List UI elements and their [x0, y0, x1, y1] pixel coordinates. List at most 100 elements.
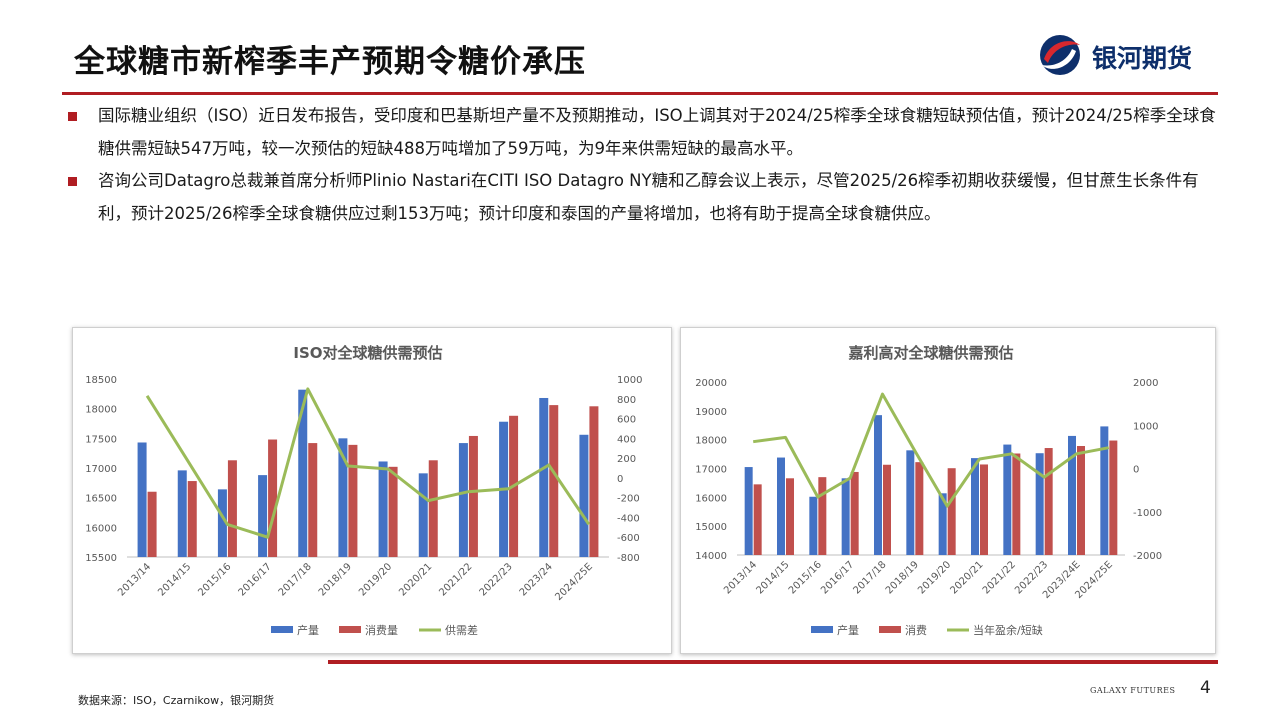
- x-tick-label: 2013/14: [116, 561, 153, 598]
- production-bar: [971, 458, 979, 555]
- production-bar: [579, 434, 589, 557]
- y-right-tick-label: 2000: [1133, 378, 1158, 389]
- x-tick-label: 2023/24: [518, 561, 555, 598]
- consumption-bar: [227, 460, 237, 557]
- consumption-bar: [980, 464, 988, 555]
- x-tick-label: 2013/14: [722, 559, 759, 596]
- y-right-tick-label: -2000: [1133, 551, 1162, 562]
- production-bar: [338, 438, 348, 557]
- legend-label: 消费量: [365, 623, 398, 637]
- bullet-text: 国际糖业组织（ISO）近日发布报告，受印度和巴基斯坦产量不及预期推动，ISO上调…: [98, 106, 1216, 158]
- logo-text: 银河期货: [1092, 44, 1193, 73]
- production-bar: [1035, 453, 1044, 555]
- bullet-item: 国际糖业组织（ISO）近日发布报告，受印度和巴基斯坦产量不及预期推动，ISO上调…: [68, 100, 1218, 165]
- balance-line: [145, 387, 591, 539]
- production-bar: [177, 470, 187, 557]
- y-left-tick-label: 15500: [85, 553, 117, 564]
- footer-divider: [328, 660, 1218, 664]
- y-right-tick-label: -200: [617, 494, 640, 505]
- balance-line: [753, 392, 1110, 508]
- y-left-tick-label: 20000: [695, 378, 727, 389]
- legend-label: 供需差: [445, 623, 478, 637]
- production-bar: [1003, 444, 1012, 555]
- consumption-bar: [753, 484, 762, 555]
- consumption-bar: [947, 468, 956, 555]
- x-tick-label: 2019/20: [916, 559, 953, 596]
- x-tick-label: 2021/22: [981, 559, 1018, 596]
- legend-swatch: [811, 626, 833, 633]
- legend-label: 消费: [905, 623, 927, 637]
- bullet-list: 国际糖业组织（ISO）近日发布报告，受印度和巴基斯坦产量不及预期推动，ISO上调…: [68, 100, 1218, 230]
- y-left-tick-label: 19000: [695, 407, 727, 418]
- y-left-tick-label: 14000: [695, 551, 727, 562]
- consumption-bar: [187, 481, 197, 557]
- cargill-chart-panel: 嘉利高对全球糖供需预估 14000 15000 16000 17000 18000 1900…: [680, 327, 1216, 654]
- production-bar: [378, 461, 388, 557]
- consumption-bar: [818, 477, 827, 555]
- y-right-tick-label: 0: [617, 474, 623, 485]
- x-tick-label: 2016/17: [237, 561, 274, 598]
- consumption-bar: [589, 406, 599, 557]
- bullet-square-icon: [68, 112, 77, 121]
- x-tick-label: 2024/25E: [553, 561, 595, 603]
- production-bar: [777, 457, 785, 555]
- x-tick-label: 2015/16: [196, 561, 233, 598]
- y-left-tick-label: 17000: [695, 465, 727, 476]
- production-bar: [458, 443, 468, 557]
- consumption-bar: [388, 466, 398, 557]
- y-left-tick-label: 17000: [85, 464, 117, 475]
- bullet-item: 咨询公司Datagro总裁兼首席分析师Plinio Nastari在CITI I…: [68, 165, 1218, 230]
- x-tick-label: 2020/21: [948, 559, 985, 596]
- y-right-tick-label: 800: [617, 395, 636, 406]
- x-tick-label: 2014/15: [754, 559, 791, 596]
- legend-swatch: [879, 626, 901, 633]
- y-left-tick-label: 18500: [85, 375, 117, 386]
- consumption-bar: [786, 478, 794, 555]
- production-bar: [217, 489, 227, 557]
- iso-chart-panel: ISO对全球糖供需预估 15500 16000 16500 17000 17500 1800…: [72, 327, 672, 654]
- consumption-bar: [1044, 448, 1053, 555]
- y-left-tick-label: 17500: [85, 434, 117, 445]
- x-tick-label: 2017/18: [851, 559, 888, 596]
- legend-label: 产量: [297, 623, 319, 637]
- consumption-bar: [1077, 446, 1085, 555]
- consumption-bar: [883, 464, 891, 555]
- chart-title: ISO对全球糖供需预估: [293, 344, 442, 362]
- consumption-bar: [1109, 440, 1118, 555]
- x-tick-label: 2017/18: [277, 561, 314, 598]
- x-tick-label: 2016/17: [819, 559, 856, 596]
- cargill-supply-demand-chart: 嘉利高对全球糖供需预估 14000 15000 16000 17000 18000 1900…: [695, 344, 1162, 637]
- galaxy-logo-icon: [1040, 35, 1080, 75]
- page-title: 全球糖市新榨季丰产预期令糖价承压: [74, 44, 586, 80]
- y-right-tick-label: 1000: [1133, 421, 1158, 432]
- y-right-tick-label: -600: [617, 533, 640, 544]
- legend-label: 产量: [837, 623, 859, 637]
- consumption-bar: [147, 491, 157, 557]
- y-left-tick-label: 18000: [695, 436, 727, 447]
- production-bar: [539, 397, 549, 557]
- data-source-note: 数据来源：ISO，Czarnikow，银河期货: [78, 694, 275, 707]
- chart-title: 嘉利高对全球糖供需预估: [847, 344, 1013, 362]
- production-bar: [418, 473, 428, 557]
- consumption-bar: [308, 443, 318, 557]
- y-left-tick-label: 16000: [85, 523, 117, 534]
- y-left-tick-label: 16500: [85, 494, 117, 505]
- consumption-bar: [915, 462, 924, 555]
- iso-supply-demand-chart: ISO对全球糖供需预估 15500 16000 16500 17000 17500 1800…: [85, 344, 642, 637]
- production-bar: [1100, 426, 1109, 555]
- x-tick-label: 2019/20: [357, 561, 394, 598]
- bullet-square-icon: [68, 177, 77, 186]
- x-tick-label: 2018/19: [884, 559, 921, 596]
- production-bar: [1068, 435, 1076, 555]
- consumption-bar: [428, 460, 438, 557]
- production-bar: [841, 478, 850, 555]
- legend-label: 当年盈余/短缺: [973, 623, 1043, 637]
- production-bar: [809, 496, 818, 555]
- y-left-tick-label: 18000: [85, 405, 117, 416]
- consumption-bar: [348, 444, 358, 557]
- x-tick-label: 2015/16: [787, 559, 824, 596]
- production-bar: [137, 442, 147, 557]
- x-tick-label: 2021/22: [437, 561, 474, 598]
- consumption-bar: [468, 435, 478, 557]
- company-logo: 银河期货: [1036, 33, 1218, 77]
